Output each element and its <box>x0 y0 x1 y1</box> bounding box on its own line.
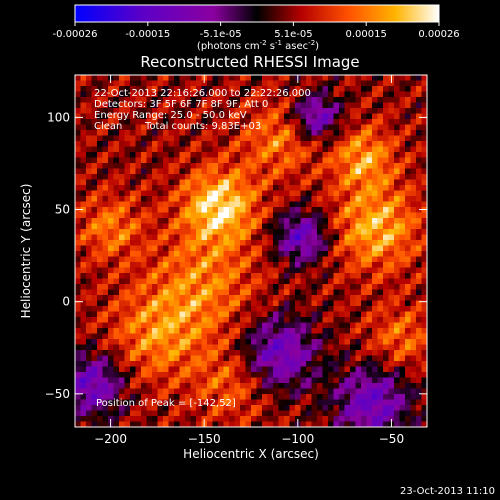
x-axis-label: Heliocentric X (arcsec) <box>183 447 319 461</box>
colorbar-tick-label: -0.00026 <box>53 29 98 40</box>
colorbar-tick-label: 5.1e-05 <box>274 29 312 40</box>
counts-annotation: Total counts: 9.83E+03 <box>144 121 261 132</box>
y-tick-label: 100 <box>47 110 70 124</box>
x-tick-label: −150 <box>188 432 221 446</box>
x-tick-label: −100 <box>281 432 314 446</box>
plot-frame <box>74 74 428 428</box>
footer-timestamp: 23-Oct-2013 11:10 <box>400 486 495 497</box>
x-tick-label: −200 <box>94 432 127 446</box>
y-tick-label: 0 <box>62 295 70 309</box>
detectors-annotation: Detectors: 3F 5F 6F 7F 8F 9F, Att 0 <box>94 99 268 110</box>
y-tick-label: −50 <box>45 387 70 401</box>
colorbar-unit-label: (photons cm-2 s-1 asec-2) <box>197 39 319 52</box>
time-range-annotation: 22-Oct-2013 22:16:26.000 to 22:22:26.000 <box>94 88 311 99</box>
x-axis-ticks: −200 −150 −100 −50 <box>94 75 404 446</box>
colorbar-tick-label: -5.1e-05 <box>200 29 242 40</box>
colorbar <box>74 4 440 23</box>
y-tick-label: 50 <box>55 203 70 217</box>
y-axis-label: Heliocentric Y (arcsec) <box>19 184 33 319</box>
method-annotation: Clean <box>94 121 122 132</box>
y-axis-ticks: −50 0 50 100 <box>45 110 427 401</box>
colorbar-tick-label: 0.00026 <box>418 29 459 40</box>
colorbar-tick-label: 0.00015 <box>346 29 387 40</box>
colorbar-tick-label: -0.00015 <box>125 29 170 40</box>
colorbar-ticks: -0.00026 -0.00015 -5.1e-05 5.1e-05 0.00015 0.… <box>53 22 460 40</box>
chart-title: Reconstructed RHESSI Image <box>140 53 359 71</box>
peak-annotation: Position of Peak = [-142,52] <box>96 398 236 409</box>
heatmap-image <box>75 75 428 428</box>
x-tick-label: −50 <box>379 432 404 446</box>
energy-annotation: Energy Range: 25.0 - 50.0 keV <box>94 110 247 121</box>
